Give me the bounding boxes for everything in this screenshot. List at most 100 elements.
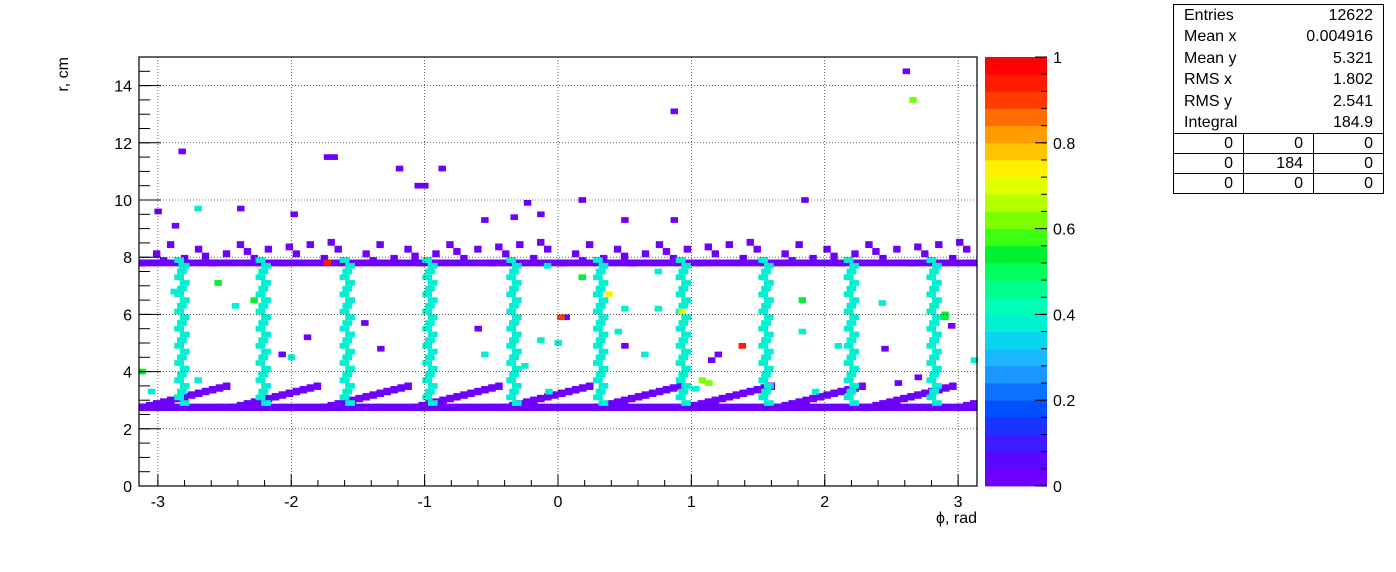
heatmap-cell <box>250 259 259 267</box>
stats-value: 2.541 <box>1332 92 1373 110</box>
heatmap-cell <box>376 403 385 412</box>
heatmap-cell <box>781 250 789 258</box>
heatmap-cell <box>453 259 461 267</box>
heatmap-cell <box>926 257 937 263</box>
heatmap-cell <box>313 403 322 412</box>
heatmap-cell <box>725 393 734 401</box>
heatmap-cell <box>837 403 845 412</box>
heatmap-cell <box>872 248 880 255</box>
heatmap-cell <box>258 302 269 309</box>
stats-grid-cell: 0 <box>1243 134 1313 154</box>
heatmap-cell <box>893 403 901 412</box>
y-tick-label: 4 <box>123 365 132 382</box>
color-bar-segment <box>985 57 1047 75</box>
color-bar-segment <box>985 91 1047 109</box>
heatmap-point <box>521 363 529 369</box>
heatmap-cell <box>255 291 266 298</box>
heatmap-point <box>537 211 545 218</box>
heatmap-cell <box>174 343 184 349</box>
heatmap-cell <box>932 297 942 303</box>
stats-row: Mean x 0.004916 <box>1174 26 1383 47</box>
heatmap-cell <box>592 360 603 366</box>
heatmap-cell <box>763 280 774 286</box>
heatmap-cell <box>907 403 915 412</box>
heatmap-cell <box>145 259 154 267</box>
heatmap-cell <box>758 360 769 366</box>
heatmap-cell <box>345 314 355 321</box>
heatmap-cell <box>592 291 603 298</box>
heatmap-cell <box>846 354 857 361</box>
heatmap-cell <box>641 391 650 399</box>
heatmap-cell <box>932 262 942 269</box>
heatmap-cell <box>843 394 854 401</box>
heatmap-point <box>290 211 298 218</box>
heatmap-cell <box>718 394 727 403</box>
heatmap-cell <box>613 245 622 253</box>
heatmap-cell <box>509 302 519 309</box>
heatmap-cell <box>342 268 353 275</box>
heatmap-cell <box>683 245 692 253</box>
stats-grid-cell: 0 <box>1313 174 1383 194</box>
stats-value: 5.321 <box>1332 49 1373 67</box>
heatmap-cell <box>177 285 187 292</box>
heatmap-cell <box>788 259 796 267</box>
heatmap-point <box>194 377 202 384</box>
heatmap-cell <box>544 403 552 412</box>
heatmap-cell <box>345 400 355 406</box>
heatmap-cell <box>506 274 517 281</box>
heatmap-point <box>537 337 545 343</box>
heatmap-cell <box>732 403 741 412</box>
heatmap-cell <box>678 371 689 378</box>
heatmap-cell <box>261 383 271 389</box>
heatmap-cell <box>655 259 664 267</box>
heatmap-cell <box>334 400 343 408</box>
heatmap-cell <box>926 394 937 401</box>
heatmap-cell <box>585 382 594 390</box>
heatmap-cell <box>558 403 566 412</box>
heatmap-cell <box>179 348 190 355</box>
heatmap-cell <box>598 280 609 286</box>
heatmap-cell <box>758 291 769 298</box>
heatmap-cell <box>201 252 210 260</box>
heatmap-cells <box>139 238 978 412</box>
heatmap-cell <box>506 308 517 315</box>
heatmap-cell <box>929 268 939 275</box>
heatmap-cell <box>511 262 522 269</box>
heatmap-cell <box>795 398 804 406</box>
heatmap-cell <box>264 403 273 412</box>
heatmap-cell <box>427 348 438 355</box>
heatmap-cell <box>932 314 942 321</box>
heatmap-cell <box>511 314 522 321</box>
heatmap-cell <box>893 245 901 253</box>
heatmap-cell <box>846 302 857 309</box>
heatmap-cell <box>390 259 398 267</box>
heatmap-cell <box>935 241 943 249</box>
heatmap-cell <box>488 384 496 392</box>
heatmap-cell <box>342 371 353 378</box>
heatmap-cell <box>681 400 692 406</box>
stats-value: 0.004916 <box>1306 28 1373 46</box>
heatmap-cell <box>215 403 224 412</box>
heatmap-cell <box>761 302 771 309</box>
heatmap-cell <box>511 400 522 406</box>
heatmap-cell <box>676 382 685 390</box>
heatmap-cell <box>558 259 566 267</box>
heatmap-cell <box>585 403 594 412</box>
heatmap-cell <box>208 386 217 394</box>
heatmap-point <box>545 388 553 395</box>
heatmap-cell <box>571 259 580 267</box>
heatmap-cell <box>509 268 519 275</box>
heatmap-cell <box>634 403 643 412</box>
heatmap-cell <box>558 389 566 397</box>
heatmap-point <box>438 165 446 172</box>
heatmap-cell <box>718 259 726 267</box>
heatmap-cell <box>846 285 857 292</box>
heatmap-cell <box>620 396 629 405</box>
heatmap-cell <box>179 365 190 372</box>
stats-row: RMS y 2.541 <box>1174 91 1383 112</box>
heatmap-cell <box>222 403 231 412</box>
heatmap-cell <box>761 354 771 361</box>
heatmap-cell <box>255 360 266 366</box>
heatmap-cell <box>675 377 686 384</box>
heatmap-cell <box>174 274 184 281</box>
